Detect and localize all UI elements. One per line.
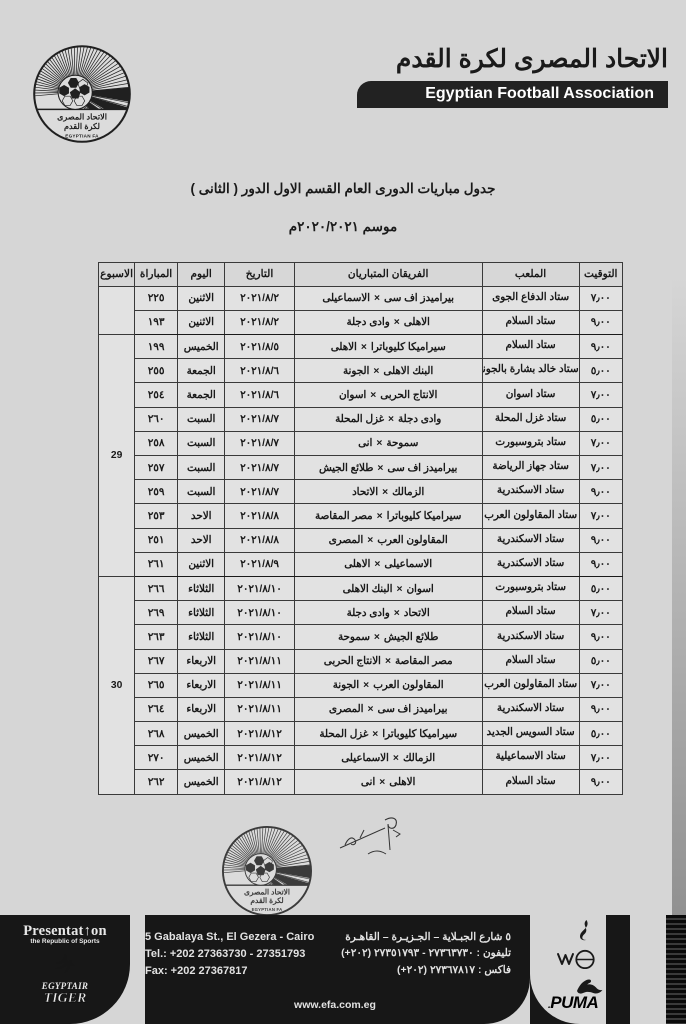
- svg-text:EGYPTIAN FA: EGYPTIAN FA: [65, 134, 99, 139]
- svg-text:EGYPTIAN FA: EGYPTIAN FA: [252, 907, 283, 912]
- svg-text:لكرة القدم: لكرة القدم: [64, 122, 100, 132]
- svg-text:لكرة القدم: لكرة القدم: [250, 896, 283, 905]
- svg-text:الاتحاد المصرى: الاتحاد المصرى: [57, 113, 107, 123]
- svg-text:الاتحاد المصرى: الاتحاد المصرى: [244, 888, 290, 897]
